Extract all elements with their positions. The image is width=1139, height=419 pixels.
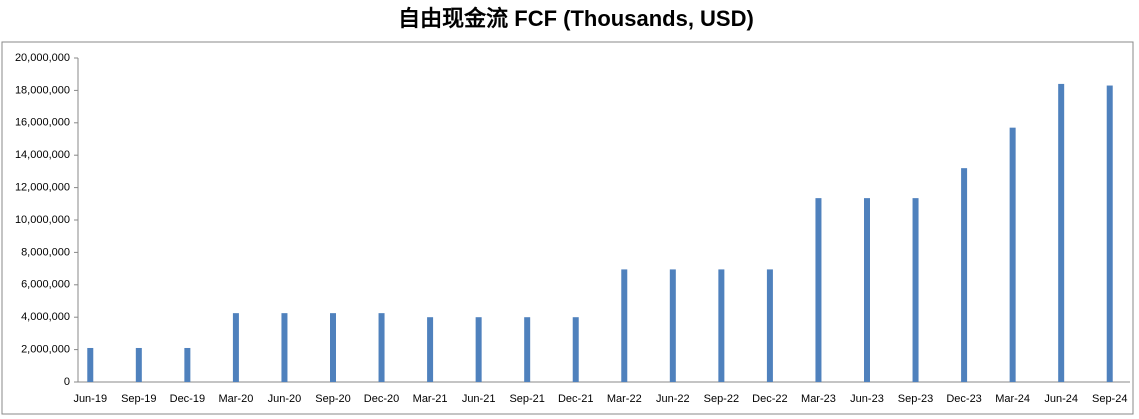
bar — [961, 168, 968, 382]
y-tick-label: 12,000,000 — [15, 182, 70, 194]
x-tick-label: Jun-20 — [268, 393, 302, 405]
x-tick-label: Dec-20 — [364, 393, 399, 405]
x-tick-label: Jun-22 — [656, 393, 690, 405]
bar — [427, 317, 434, 382]
bar — [281, 313, 288, 382]
bar — [815, 198, 822, 382]
x-tick-label: Mar-23 — [801, 393, 836, 405]
x-tick-label: Mar-21 — [413, 393, 448, 405]
x-tick-label: Sep-22 — [704, 393, 739, 405]
x-tick-label: Sep-21 — [509, 393, 544, 405]
y-tick-label: 16,000,000 — [15, 117, 70, 129]
y-tick-label: 2,000,000 — [21, 344, 70, 356]
bar — [718, 269, 725, 382]
bar — [87, 347, 94, 382]
bar — [1009, 127, 1016, 382]
bar — [475, 317, 482, 382]
x-tick-label: Sep-24 — [1092, 393, 1127, 405]
y-tick-label: 4,000,000 — [21, 311, 70, 323]
chart-frame — [1, 41, 1134, 415]
bar — [1106, 85, 1113, 382]
bar — [766, 269, 773, 382]
x-tick-label: Sep-19 — [121, 393, 156, 405]
x-tick-label: Dec-21 — [558, 393, 593, 405]
y-tick-label: 0 — [64, 376, 70, 388]
x-tick-label: Mar-20 — [218, 393, 253, 405]
x-tick-label: Dec-19 — [170, 393, 205, 405]
x-tick-label: Jun-19 — [73, 393, 107, 405]
y-tick-label: 14,000,000 — [15, 149, 70, 161]
y-tick-label: 8,000,000 — [21, 246, 70, 258]
bar — [330, 313, 336, 382]
x-tick-label: Jun-23 — [850, 393, 884, 405]
x-tick-label: Jun-21 — [462, 393, 496, 405]
bar — [184, 347, 191, 382]
y-tick-label: 6,000,000 — [21, 279, 70, 291]
x-tick-label: Dec-22 — [752, 393, 787, 405]
bar — [232, 313, 239, 382]
bar — [669, 269, 676, 382]
x-tick-label: Dec-23 — [946, 393, 981, 405]
x-tick-label: Sep-20 — [315, 393, 350, 405]
chart-title: 自由现金流 FCF (Thousands, USD) — [398, 6, 754, 31]
y-tick-label: 20,000,000 — [15, 52, 70, 64]
bar — [135, 347, 142, 382]
x-tick-label: Mar-22 — [607, 393, 642, 405]
bar — [524, 317, 531, 382]
y-tick-label: 10,000,000 — [15, 214, 70, 226]
bar — [572, 317, 579, 382]
bar — [1058, 83, 1065, 383]
bar — [378, 313, 385, 382]
bar — [912, 198, 919, 382]
y-tick-label: 18,000,000 — [15, 84, 70, 96]
x-tick-label: Sep-23 — [898, 393, 933, 405]
x-tick-label: Mar-24 — [995, 393, 1030, 405]
bar — [621, 269, 628, 382]
bar — [864, 198, 870, 382]
x-tick-label: Jun-24 — [1044, 393, 1078, 405]
